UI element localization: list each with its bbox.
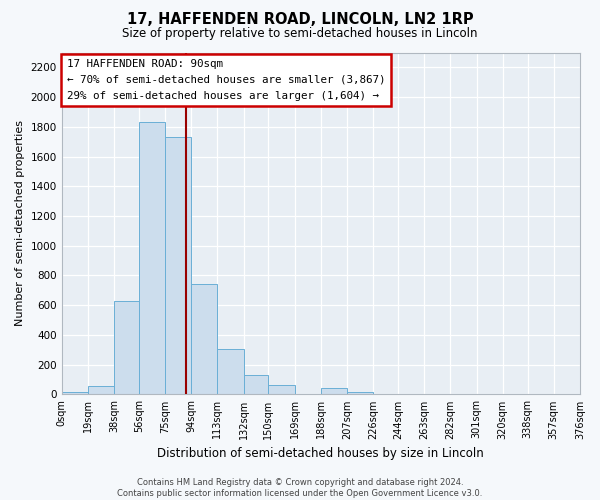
Bar — [321, 388, 347, 394]
Bar — [244, 375, 268, 394]
Bar — [62, 392, 88, 394]
Text: 17 HAFFENDEN ROAD: 90sqm
← 70% of semi-detached houses are smaller (3,867)
29% o: 17 HAFFENDEN ROAD: 90sqm ← 70% of semi-d… — [67, 60, 385, 100]
Bar — [139, 122, 165, 394]
Text: Size of property relative to semi-detached houses in Lincoln: Size of property relative to semi-detach… — [122, 28, 478, 40]
Bar — [268, 385, 295, 394]
Text: Contains HM Land Registry data © Crown copyright and database right 2024.
Contai: Contains HM Land Registry data © Crown c… — [118, 478, 482, 498]
Bar — [347, 392, 373, 394]
Bar — [114, 301, 139, 394]
Y-axis label: Number of semi-detached properties: Number of semi-detached properties — [15, 120, 25, 326]
Bar — [88, 386, 114, 394]
Bar — [165, 137, 191, 394]
Bar — [217, 349, 244, 395]
Text: 17, HAFFENDEN ROAD, LINCOLN, LN2 1RP: 17, HAFFENDEN ROAD, LINCOLN, LN2 1RP — [127, 12, 473, 28]
Bar — [191, 284, 217, 395]
X-axis label: Distribution of semi-detached houses by size in Lincoln: Distribution of semi-detached houses by … — [157, 447, 484, 460]
